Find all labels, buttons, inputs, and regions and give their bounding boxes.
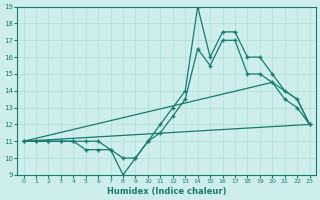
X-axis label: Humidex (Indice chaleur): Humidex (Indice chaleur) [107,187,226,196]
